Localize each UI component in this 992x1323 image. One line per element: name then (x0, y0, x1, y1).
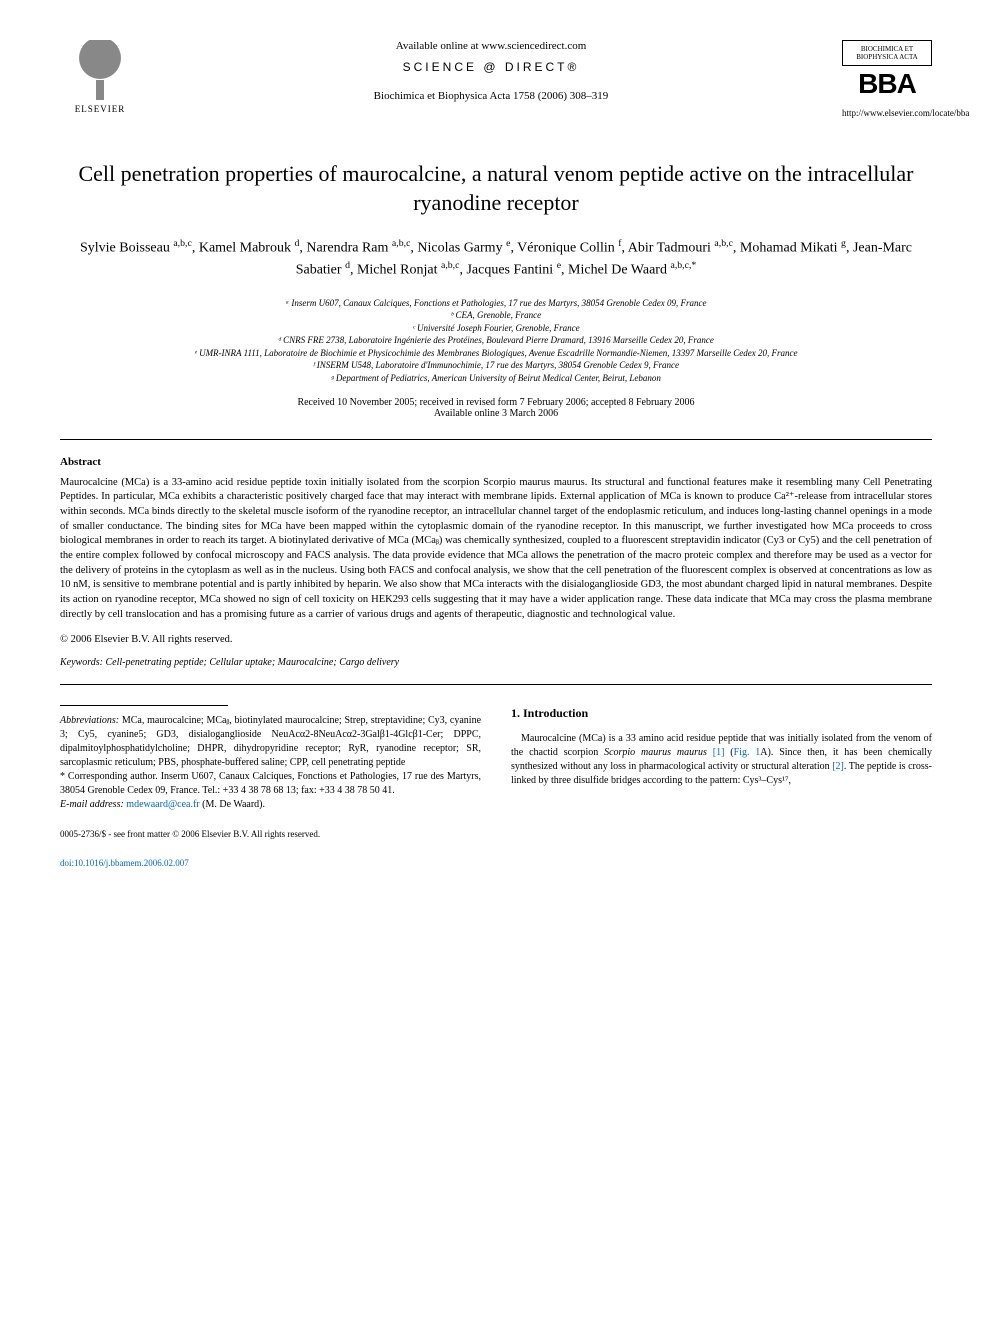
bba-large-label: BBA (842, 68, 932, 100)
email-label: E-mail address: (60, 799, 124, 810)
bba-box-label: BIOCHIMICA ET BIOPHYSICA ACTA (842, 40, 932, 66)
copyright-text: © 2006 Elsevier B.V. All rights reserved… (60, 633, 932, 648)
available-date: Available online 3 March 2006 (60, 408, 932, 419)
divider (60, 439, 932, 440)
introduction-heading: 1. Introduction (511, 705, 932, 722)
science-direct-logo: SCIENCE @ DIRECT® (160, 60, 822, 74)
available-online-text: Available online at www.sciencedirect.co… (160, 40, 822, 52)
email-link[interactable]: mdewaard@cea.fr (126, 799, 199, 810)
keywords-label: Keywords: (60, 657, 103, 668)
corresponding-author-footnote: * Corresponding author. Inserm U607, Can… (60, 770, 481, 798)
email-footnote: E-mail address: mdewaard@cea.fr (M. De W… (60, 798, 481, 812)
abbreviations-footnote: Abbreviations: MCa, maurocalcine; MCaᵦ, … (60, 714, 481, 770)
front-matter-line: 0005-2736/$ - see front matter © 2006 El… (60, 828, 481, 841)
doi-line: doi:10.1016/j.bbamem.2006.02.007 (60, 857, 481, 870)
authors-list: Sylvie Boisseau a,b,c, Kamel Mabrouk d, … (60, 237, 932, 280)
elsevier-logo: ELSEVIER (60, 40, 140, 130)
bba-logo: BIOCHIMICA ET BIOPHYSICA ACTA BBA http:/… (842, 40, 932, 118)
center-header: Available online at www.sciencedirect.co… (140, 40, 842, 102)
two-column-layout: Abbreviations: MCa, maurocalcine; MCaᵦ, … (60, 705, 932, 869)
keywords-line: Keywords: Cell-penetrating peptide; Cell… (60, 657, 932, 668)
divider (60, 684, 932, 685)
article-title: Cell penetration properties of maurocalc… (60, 160, 932, 217)
affiliations-list: ᵃ Inserm U607, Canaux Calciques, Fonctio… (60, 297, 932, 385)
right-column: 1. Introduction Maurocalcine (MCa) is a … (511, 705, 932, 869)
header-row: ELSEVIER Available online at www.science… (60, 40, 932, 130)
footnote-divider (60, 705, 228, 706)
elsevier-tree-icon (70, 40, 130, 100)
journal-url[interactable]: http://www.elsevier.com/locate/bba (842, 108, 932, 118)
elsevier-label: ELSEVIER (75, 104, 126, 114)
left-column: Abbreviations: MCa, maurocalcine; MCaᵦ, … (60, 705, 481, 869)
journal-reference: Biochimica et Biophysica Acta 1758 (2006… (160, 90, 822, 102)
doi-link[interactable]: doi:10.1016/j.bbamem.2006.02.007 (60, 858, 189, 868)
abbrev-label: Abbreviations: (60, 715, 119, 726)
article-dates: Received 10 November 2005; received in r… (60, 397, 932, 419)
abstract-text: Maurocalcine (MCa) is a 33-amino acid re… (60, 476, 932, 623)
keywords-text: Cell-penetrating peptide; Cellular uptak… (105, 657, 399, 668)
abbrev-text: MCa, maurocalcine; MCaᵦ, biotinylated ma… (60, 715, 481, 768)
abstract-label: Abstract (60, 456, 932, 468)
received-date: Received 10 November 2005; received in r… (60, 397, 932, 408)
email-who: (M. De Waard). (202, 799, 265, 810)
introduction-text: Maurocalcine (MCa) is a 33 amino acid re… (511, 732, 932, 788)
